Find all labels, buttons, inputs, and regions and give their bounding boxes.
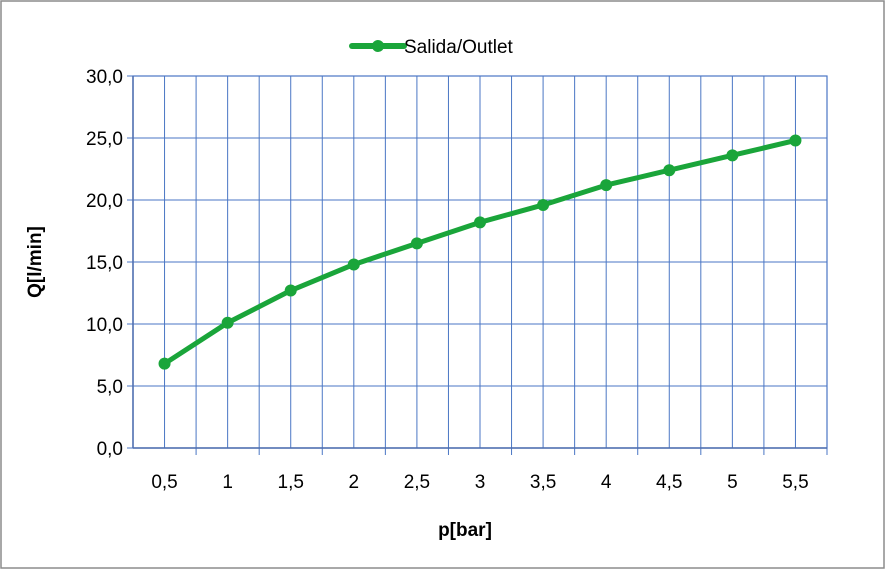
data-point bbox=[347, 258, 360, 271]
data-point bbox=[537, 198, 550, 211]
data-point bbox=[474, 216, 486, 229]
x-tick-label: 5,5 bbox=[782, 472, 808, 493]
x-tick-label: 4,5 bbox=[656, 472, 682, 493]
x-tick-label: 2,5 bbox=[404, 472, 430, 493]
x-tick-label: 1,5 bbox=[278, 472, 304, 493]
x-tick-label: 4 bbox=[601, 472, 612, 493]
x-tick-label: 0,5 bbox=[151, 472, 177, 493]
data-point bbox=[410, 237, 423, 250]
data-point bbox=[600, 179, 613, 192]
y-tick-label: 20,0 bbox=[86, 191, 123, 212]
data-point bbox=[284, 284, 297, 297]
legend-entry-outlet: Salida/Outlet bbox=[404, 37, 514, 58]
x-tick-label: 2 bbox=[349, 472, 360, 493]
x-axis-title: p[bar] bbox=[438, 520, 492, 541]
data-point bbox=[221, 316, 234, 329]
y-tick-label: 25,0 bbox=[86, 129, 123, 150]
data-point bbox=[726, 149, 739, 162]
y-tick-labels: 0,0 5,0 10,0 15,0 20,0 25,0 30,0 bbox=[86, 67, 123, 460]
legend-point-marker bbox=[372, 40, 384, 52]
data-point bbox=[663, 164, 676, 177]
data-point bbox=[789, 134, 802, 147]
y-tick-label: 0,0 bbox=[97, 439, 123, 460]
grid bbox=[132, 75, 828, 455]
x-tick-label: 1 bbox=[222, 472, 233, 493]
x-tick-label: 3 bbox=[475, 472, 486, 493]
y-tick-label: 30,0 bbox=[86, 67, 123, 88]
y-tick-label: 5,0 bbox=[97, 377, 123, 398]
x-tick-label: 5 bbox=[727, 472, 738, 493]
series-outlet bbox=[158, 134, 802, 370]
y-tick-label: 15,0 bbox=[86, 253, 123, 274]
y-tick-label: 10,0 bbox=[86, 315, 123, 336]
x-tick-labels: 0,5 1 1,5 2 2,5 3 3,5 4 4,5 5 5,5 bbox=[151, 472, 808, 493]
legend: Salida/Outlet bbox=[349, 37, 514, 58]
data-point bbox=[158, 357, 171, 370]
y-axis-title: Q[l/min] bbox=[25, 226, 46, 298]
x-tick-label: 3,5 bbox=[530, 472, 556, 493]
axes bbox=[127, 75, 828, 449]
